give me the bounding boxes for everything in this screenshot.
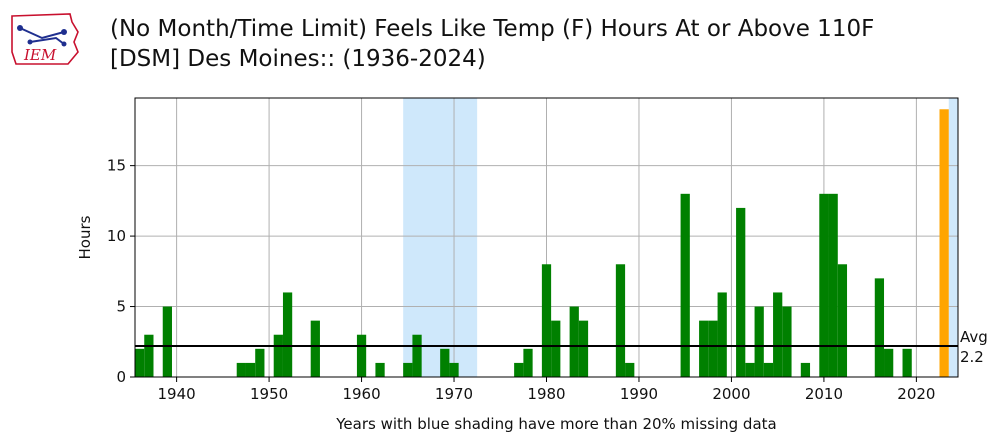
bar [551,320,561,377]
bar [144,334,154,377]
bar [523,348,533,377]
y-tick-label: 15 [107,157,126,175]
bar [874,278,885,377]
bar [403,362,413,377]
missing-data-band [403,98,478,377]
bar [412,334,422,377]
bar [699,320,709,377]
x-tick-label: 1940 [158,385,196,403]
y-tick-label: 10 [107,227,126,245]
bar [578,320,589,377]
bar [310,320,320,377]
bar [736,207,746,377]
bar [800,362,811,377]
bar [273,334,283,377]
bar [837,264,848,377]
bar [135,348,145,377]
y-axis-label: Hours [76,215,94,259]
bars [135,109,949,377]
chart-title: (No Month/Time Limit) Feels Like Temp (F… [110,14,874,74]
bar [541,264,552,377]
x-tick-label: 1950 [250,385,288,403]
bar [375,362,385,377]
title-line-1: (No Month/Time Limit) Feels Like Temp (F… [110,16,875,42]
bar [782,306,792,377]
bar [680,193,690,377]
bar [625,362,635,377]
average-value: 2.2 [960,348,984,366]
bar [708,320,718,377]
bar [717,292,727,377]
y-tick-label: 5 [116,298,126,316]
bar [754,306,764,377]
bar [440,348,450,377]
bar [282,292,293,377]
missing-data-shading [403,98,958,377]
bar [162,306,172,377]
iem-logo: IEM [11,13,79,65]
bar [449,362,459,377]
bar [773,292,783,377]
bar [255,348,265,377]
x-tick-label: 1970 [435,385,473,403]
bar [236,362,246,377]
x-axis-ticks: 1940 1950 1960 1970 1980 1990 2000 2010 2020 [158,377,935,403]
x-tick-label: 1980 [527,385,565,403]
y-tick-label: 0 [116,368,126,386]
x-tick-label: 1990 [620,385,658,403]
bar [615,264,626,377]
bar [819,193,829,377]
bar [356,334,367,377]
x-tick-label: 2020 [897,385,935,403]
bar [884,348,894,377]
bar [514,362,524,377]
title-line-2: [DSM] Des Moines:: (1936-2024) [110,46,486,72]
x-tick-label: 2000 [712,385,750,403]
x-axis-caption: Years with blue shading have more than 2… [335,415,776,433]
bar [828,193,838,377]
bar [763,362,774,377]
bar [902,348,912,377]
bar [745,362,755,377]
average-label: Avg [960,328,988,346]
logo-text: IEM [23,46,57,64]
bar [245,362,256,377]
missing-data-band [948,98,958,377]
bar [939,109,949,377]
y-axis-ticks: 0 5 10 15 [107,157,135,386]
x-tick-label: 2010 [805,385,843,403]
x-tick-label: 1960 [342,385,380,403]
bar [569,306,579,377]
